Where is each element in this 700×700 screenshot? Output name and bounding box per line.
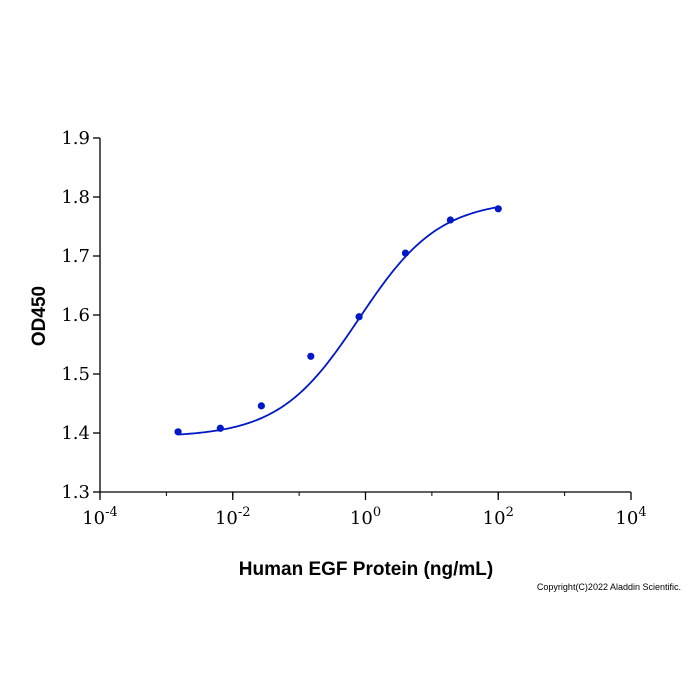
x-tick-label: 10-2	[215, 505, 251, 529]
y-axis-title: OD450	[29, 286, 50, 346]
data-point	[216, 424, 224, 432]
data-point	[307, 352, 315, 360]
data-point	[257, 402, 265, 410]
data-point	[494, 205, 502, 213]
data-point	[355, 313, 363, 321]
y-tick-label: 1.8	[61, 187, 90, 208]
x-tick-label: 102	[483, 505, 514, 529]
y-tick-label: 1.4	[61, 423, 90, 444]
copyright-text: Copyright(C)2022 Aladdin Scientific.	[537, 582, 681, 592]
y-tick-label: 1.7	[61, 246, 90, 267]
data-point	[401, 249, 410, 257]
data-point	[446, 216, 454, 224]
x-axis: 10-4 10-2 100 102 104	[82, 491, 647, 529]
y-tick-label: 1.9	[61, 128, 90, 149]
y-tick-label: 1.6	[61, 305, 90, 326]
y-axis: 1.3 1.4 1.5 1.6 1.7 1.8 1.9	[61, 128, 101, 503]
fit-curve	[177, 206, 499, 436]
x-axis-title: Human EGF Protein (ng/mL)	[239, 559, 493, 580]
x-tick-label: 10-4	[82, 505, 118, 529]
y-tick-label: 1.3	[61, 482, 90, 503]
data-point	[174, 428, 182, 436]
x-tick-label: 100	[350, 505, 381, 529]
plot-area	[174, 205, 502, 436]
x-tick-label: 104	[615, 505, 646, 529]
y-tick-label: 1.5	[61, 364, 90, 385]
